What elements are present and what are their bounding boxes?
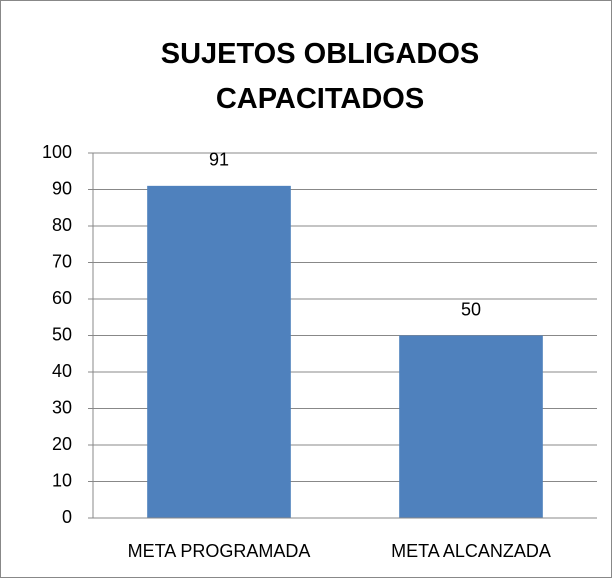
y-tick-label: 50 bbox=[52, 324, 72, 344]
chart-title: SUJETOS OBLIGADOS CAPACITADOS bbox=[160, 38, 480, 115]
data-label: 91 bbox=[209, 150, 229, 170]
y-tick-label: 80 bbox=[52, 215, 72, 235]
data-label: 50 bbox=[461, 299, 481, 319]
y-tick-label: 30 bbox=[52, 397, 72, 417]
y-tick-label: 20 bbox=[52, 434, 72, 454]
y-tick-label: 40 bbox=[52, 361, 72, 381]
y-tick-label: 100 bbox=[42, 142, 72, 162]
y-tick-label: 70 bbox=[52, 251, 72, 271]
bar bbox=[147, 185, 291, 518]
y-tick-label: 10 bbox=[52, 470, 72, 490]
y-tick-label: 60 bbox=[52, 288, 72, 308]
bar bbox=[399, 335, 543, 518]
x-tick-label: META PROGRAMADA bbox=[128, 541, 311, 561]
y-tick-label: 90 bbox=[52, 178, 72, 198]
x-tick-label: META ALCANZADA bbox=[391, 541, 551, 561]
y-tick-label: 0 bbox=[62, 507, 72, 527]
